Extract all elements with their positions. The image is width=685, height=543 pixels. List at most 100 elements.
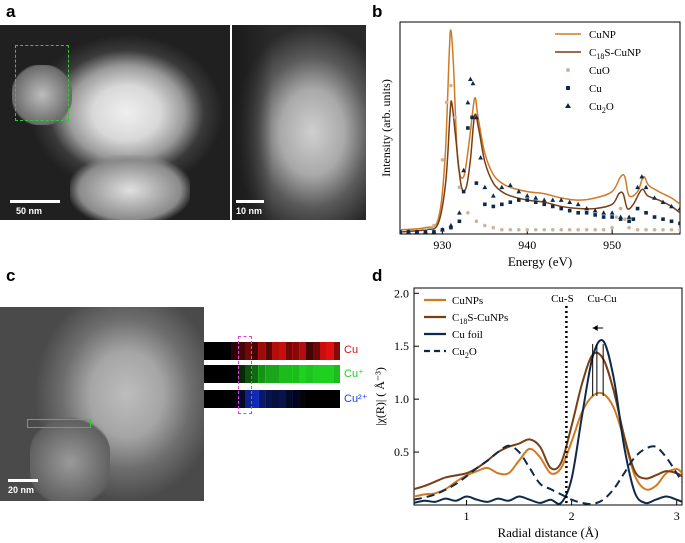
data-point <box>661 217 665 221</box>
data-point <box>669 203 674 209</box>
data-point <box>490 193 496 198</box>
data-point <box>550 197 556 202</box>
data-point <box>639 174 645 179</box>
x-tick-label: 940 <box>518 238 536 252</box>
legend-label: C18S-CuNP <box>589 47 641 61</box>
data-point <box>470 80 476 86</box>
data-point <box>448 222 454 228</box>
data-point <box>431 229 437 234</box>
legend-label: C18S-CuNPs <box>452 312 508 326</box>
scale-bar-label: 50 nm <box>16 206 43 216</box>
map-pixel <box>238 390 246 408</box>
data-point <box>461 167 467 173</box>
map-pixel <box>299 365 307 383</box>
data-point <box>524 193 530 198</box>
data-point <box>491 204 496 209</box>
map-pixel <box>244 342 253 360</box>
map-pixel <box>285 342 293 360</box>
map-pixel <box>306 342 314 360</box>
map-pixel <box>272 365 280 383</box>
data-point <box>593 213 597 217</box>
data-point <box>576 211 580 215</box>
cu-map-label: Cu <box>344 344 359 356</box>
data-point <box>576 227 580 232</box>
data-point <box>533 227 538 232</box>
plot-frame <box>413 287 683 506</box>
line-scan-region-box <box>27 419 91 428</box>
panel-a-label: a <box>6 2 16 21</box>
series-line <box>414 351 682 491</box>
map-pixel <box>251 365 259 383</box>
data-point <box>423 229 428 234</box>
stem-image-wide: 50 nm <box>0 25 230 220</box>
y-tick-label: 1.5 <box>394 339 409 353</box>
data-point <box>483 223 487 228</box>
data-point <box>669 219 674 224</box>
map-pixel <box>333 342 340 360</box>
data-point <box>457 185 462 190</box>
data-point <box>652 195 657 200</box>
series-line <box>400 29 680 231</box>
map-pixel <box>244 365 253 383</box>
data-point <box>516 227 521 232</box>
data-point <box>525 198 530 202</box>
map-pixel <box>238 365 246 383</box>
panel-c-label: c <box>6 266 16 285</box>
map-pixel <box>244 390 253 408</box>
cu-cu-annotation: Cu-Cu <box>587 293 617 305</box>
data-point <box>601 210 607 215</box>
data-point <box>440 227 445 232</box>
map-pixel <box>292 365 300 383</box>
data-point <box>482 184 488 190</box>
panel-d-label: d <box>372 266 383 285</box>
data-point <box>661 227 665 232</box>
plot-frame <box>399 21 681 235</box>
data-point <box>491 225 496 230</box>
data-point <box>473 114 479 120</box>
data-point <box>558 197 564 202</box>
data-point <box>516 198 521 202</box>
legend-swatch <box>566 68 570 72</box>
data-point <box>567 227 572 232</box>
legend-label: Cu2O <box>589 101 614 115</box>
y-axis-label: Intensity (arb. units) <box>379 79 393 177</box>
data-point <box>432 223 436 228</box>
x-tick-label: 2 <box>569 509 575 523</box>
map-pixel <box>312 365 321 383</box>
data-point <box>610 215 614 219</box>
data-point <box>618 217 623 221</box>
map-pixel <box>292 390 300 408</box>
plot-area <box>400 29 680 234</box>
data-point <box>559 206 564 211</box>
legend-label: CuNP <box>589 29 616 41</box>
map-pixel <box>319 365 327 383</box>
data-point <box>465 99 471 105</box>
data-point <box>474 219 479 224</box>
y-tick-label: 1.0 <box>394 392 409 406</box>
map-pixel <box>278 390 287 408</box>
data-point <box>567 208 572 213</box>
data-point <box>457 219 462 224</box>
series-line <box>400 100 680 233</box>
data-point <box>593 227 597 232</box>
cu-s-annotation: Cu-S <box>551 293 574 305</box>
data-point <box>415 230 419 234</box>
data-point <box>592 208 598 213</box>
data-point <box>440 227 445 232</box>
legend-label: CuNPs <box>452 295 483 307</box>
data-point <box>453 115 457 120</box>
series-line <box>414 444 682 505</box>
cu-map-strip <box>204 342 340 360</box>
stem-image-zoom: 10 nm <box>232 25 366 220</box>
legend-swatch <box>565 103 571 108</box>
data-point <box>533 195 539 200</box>
data-point <box>525 227 530 232</box>
map-pixel <box>258 365 266 383</box>
data-point <box>400 230 402 234</box>
scale-bar <box>10 200 60 203</box>
map-pixel <box>265 365 273 383</box>
map-pixel <box>306 365 314 383</box>
data-point <box>516 189 522 194</box>
data-point <box>550 204 555 209</box>
data-point <box>626 214 632 219</box>
